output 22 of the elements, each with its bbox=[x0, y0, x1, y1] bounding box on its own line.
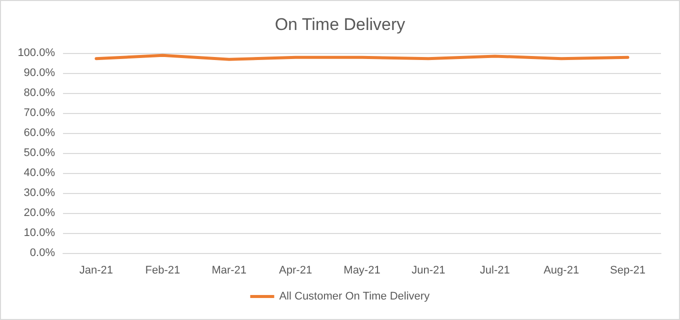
x-tick-label: Aug-21 bbox=[544, 264, 580, 276]
y-tick-label: 80.0% bbox=[24, 87, 56, 99]
x-tick-label: Feb-21 bbox=[145, 264, 180, 276]
x-tick-label: May-21 bbox=[344, 264, 380, 276]
x-tick-label: Sep-21 bbox=[610, 264, 646, 276]
legend-label: All Customer On Time Delivery bbox=[279, 290, 430, 302]
y-tick-label: 10.0% bbox=[24, 227, 56, 239]
y-tick-label: 0.0% bbox=[30, 247, 56, 259]
y-tick-label: 70.0% bbox=[24, 107, 56, 119]
y-tick-label: 60.0% bbox=[24, 127, 56, 139]
y-tick-label: 90.0% bbox=[24, 67, 56, 79]
y-tick-label: 100.0% bbox=[18, 47, 56, 59]
y-tick-label: 30.0% bbox=[24, 187, 56, 199]
x-tick-label: Jan-21 bbox=[79, 264, 114, 276]
x-tick-label: Apr-21 bbox=[279, 264, 312, 276]
x-tick-label: Jun-21 bbox=[412, 264, 446, 276]
x-tick-label: Jul-21 bbox=[480, 264, 510, 276]
y-tick-label: 20.0% bbox=[24, 207, 56, 219]
y-tick-label: 40.0% bbox=[24, 167, 56, 179]
chart-title: On Time Delivery bbox=[274, 15, 406, 34]
y-tick-label: 50.0% bbox=[24, 147, 56, 159]
x-tick-label: Mar-21 bbox=[212, 264, 247, 276]
